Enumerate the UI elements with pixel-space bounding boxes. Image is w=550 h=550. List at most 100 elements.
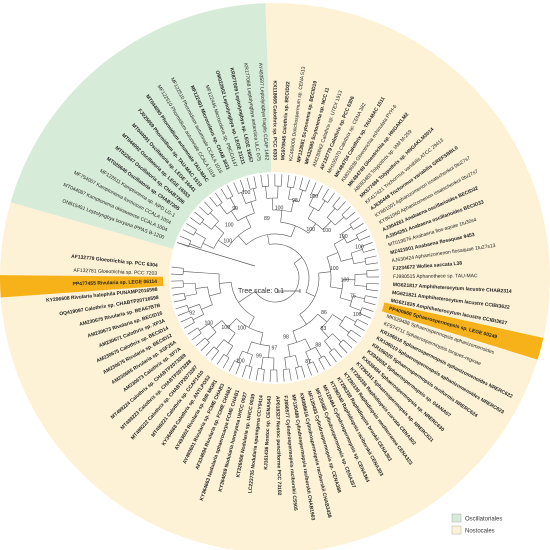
branch xyxy=(284,357,287,370)
branch xyxy=(282,369,285,382)
branch xyxy=(359,313,372,319)
branch-arc xyxy=(237,212,255,222)
bootstrap-value: 100 xyxy=(275,205,284,211)
branch xyxy=(290,200,295,212)
leaf-label: AP018327 Nostoc punctiforme PCC 73102 xyxy=(274,396,282,496)
branch xyxy=(229,360,235,372)
branch xyxy=(346,237,358,244)
branch xyxy=(192,314,204,321)
branch xyxy=(205,346,215,356)
branch xyxy=(233,182,239,194)
bootstrap-value: 100 xyxy=(306,227,315,233)
branch-arc xyxy=(191,316,195,323)
branch-arc xyxy=(230,282,255,318)
branch xyxy=(345,315,356,323)
branch-arc xyxy=(262,185,269,188)
branch xyxy=(191,332,202,341)
branch xyxy=(195,271,208,274)
branch xyxy=(318,271,331,274)
branch xyxy=(216,354,225,365)
branch xyxy=(365,295,378,299)
branch xyxy=(212,320,223,329)
bootstrap-value: 87 xyxy=(305,359,311,365)
branch-arc xyxy=(238,190,245,194)
branch xyxy=(333,348,343,358)
branch xyxy=(341,226,352,234)
branch xyxy=(199,206,209,216)
branch xyxy=(361,242,373,247)
branch xyxy=(358,235,371,241)
branch xyxy=(240,179,245,192)
branch xyxy=(183,271,196,273)
branch xyxy=(265,186,268,199)
branch xyxy=(260,332,264,345)
branch xyxy=(354,273,367,275)
branch xyxy=(354,324,365,332)
leaf-label: KX118665 Calothrix sp. PCC 6303 xyxy=(271,80,277,160)
branch xyxy=(349,306,362,311)
bootstrap-value: 86 xyxy=(321,310,327,316)
branch xyxy=(327,192,335,203)
branch xyxy=(366,289,379,292)
branch xyxy=(311,182,317,194)
branch xyxy=(246,177,251,190)
branch xyxy=(292,330,298,343)
leaf-label: FJ980515 Aphanothece sp. TAU-MAC xyxy=(393,273,478,280)
branch xyxy=(364,255,377,259)
bootstrap-value: 98 xyxy=(283,334,289,340)
branch xyxy=(287,174,290,187)
bootstrap-value: 100 xyxy=(330,266,339,272)
branch xyxy=(215,192,223,203)
branch xyxy=(255,368,259,381)
branch xyxy=(327,208,336,218)
branch xyxy=(207,331,217,341)
branch xyxy=(322,188,329,200)
branch xyxy=(323,355,331,367)
bootstrap-value: 100 xyxy=(353,312,362,318)
branch xyxy=(245,216,252,228)
branch xyxy=(318,358,325,370)
branch xyxy=(209,212,219,222)
branch-arc xyxy=(339,316,346,326)
bootstrap-value: 88 xyxy=(315,343,321,349)
branch xyxy=(312,361,319,373)
branch xyxy=(186,223,197,231)
highlight-band xyxy=(381,302,544,360)
branch xyxy=(295,355,299,368)
branch xyxy=(333,238,345,245)
branch xyxy=(280,174,283,187)
bootstrap-value: 97 xyxy=(271,345,277,351)
branch xyxy=(171,266,184,269)
branch xyxy=(219,282,232,284)
branch xyxy=(316,185,323,197)
branch xyxy=(195,286,208,289)
branch xyxy=(204,201,213,211)
branch xyxy=(262,369,265,382)
branch xyxy=(235,363,241,375)
branch xyxy=(267,174,269,187)
bootstrap-value: 100 xyxy=(242,190,251,196)
branch xyxy=(354,284,367,287)
branch xyxy=(324,340,333,351)
branch xyxy=(253,176,257,188)
branch xyxy=(341,206,351,216)
leaf-label: AF132781 Gloeotrichia sp. PCC 7203 xyxy=(73,268,157,277)
branch xyxy=(318,200,326,212)
legend-label-oscillatoriales: Oscillatoriales xyxy=(465,517,502,523)
bootstrap-value: 100 xyxy=(341,278,350,284)
branch-arc xyxy=(199,219,205,225)
branch xyxy=(269,369,271,382)
branch xyxy=(209,292,222,297)
branch xyxy=(363,248,375,253)
bootstrap-value: 100 xyxy=(223,238,232,244)
branch xyxy=(353,261,366,264)
branch xyxy=(366,269,379,272)
branch xyxy=(201,221,212,230)
branch xyxy=(338,344,348,354)
branch xyxy=(339,325,350,333)
leaf-label: MG970545 Calothrix sp. BECID22 xyxy=(280,81,291,160)
branch xyxy=(308,194,315,206)
branch-arc xyxy=(193,229,197,236)
